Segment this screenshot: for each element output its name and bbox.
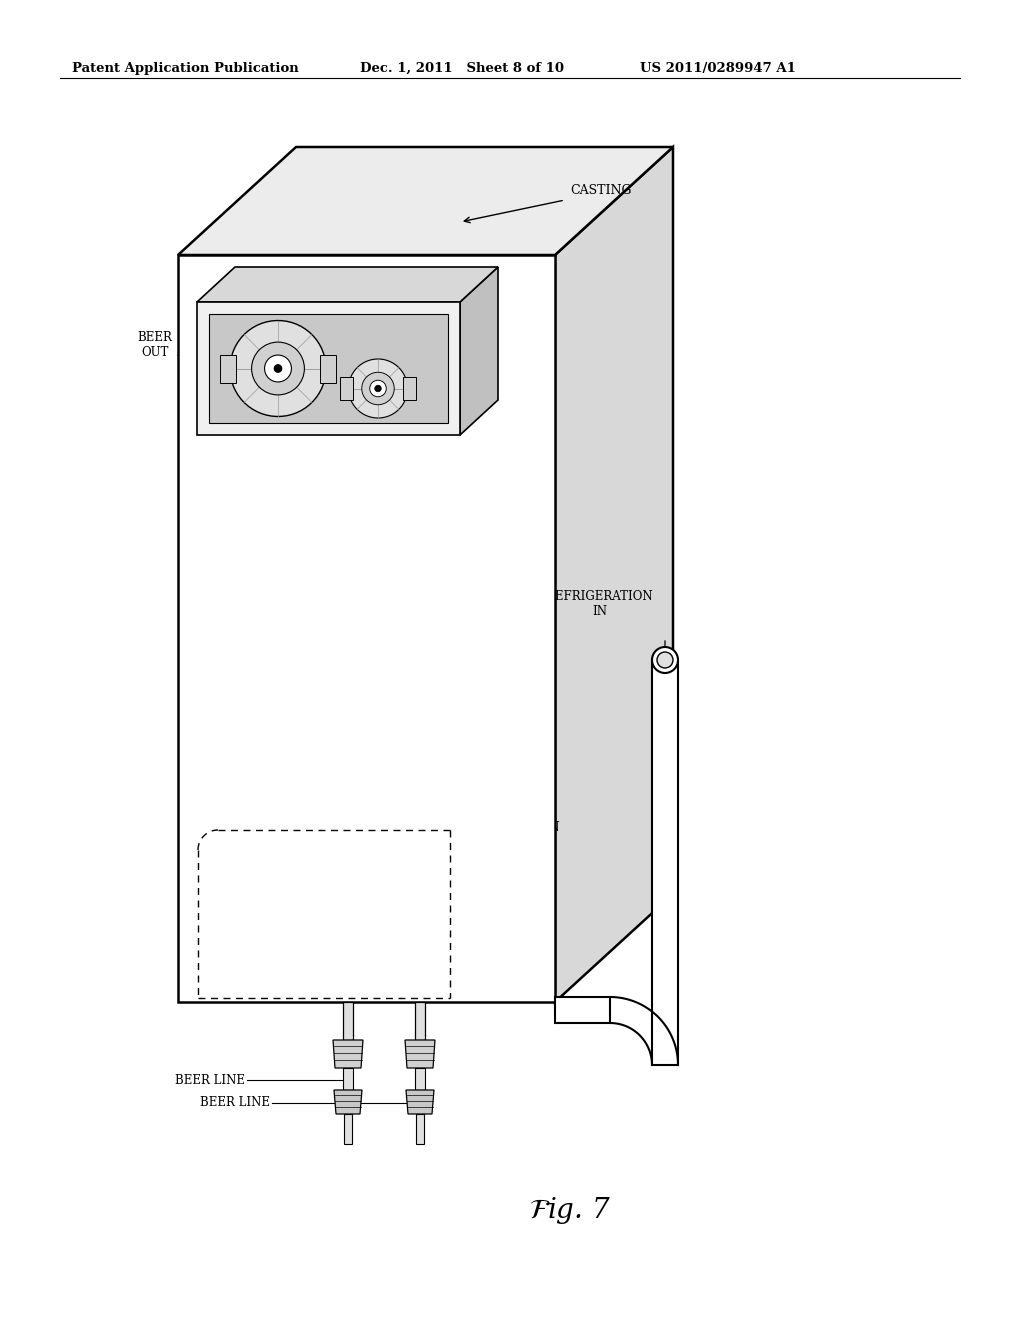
Polygon shape [555, 147, 673, 1002]
Circle shape [264, 355, 292, 381]
Polygon shape [460, 267, 498, 436]
Polygon shape [642, 1020, 664, 1039]
Polygon shape [230, 321, 326, 417]
Text: Patent Application Publication: Patent Application Publication [72, 62, 299, 75]
Text: BEER
OUT: BEER OUT [227, 391, 262, 418]
Polygon shape [650, 1048, 676, 1056]
Polygon shape [626, 1002, 638, 1027]
Polygon shape [319, 355, 336, 383]
Polygon shape [618, 998, 625, 1024]
Polygon shape [640, 1018, 660, 1036]
Polygon shape [649, 1039, 674, 1051]
Polygon shape [630, 1005, 643, 1028]
Polygon shape [646, 1030, 670, 1044]
Polygon shape [197, 267, 498, 302]
Text: REFRIGERATION
IN: REFRIGERATION IN [547, 590, 653, 618]
Polygon shape [652, 1059, 678, 1063]
Polygon shape [406, 1040, 435, 1068]
Polygon shape [633, 1008, 649, 1031]
Polygon shape [348, 359, 408, 418]
Text: BEER LINE: BEER LINE [175, 1073, 245, 1086]
Polygon shape [625, 1001, 636, 1026]
Polygon shape [628, 1003, 641, 1028]
Polygon shape [651, 1049, 677, 1057]
Polygon shape [178, 255, 555, 1002]
Text: REFRIGERATION
OUT: REFRIGERATION OUT [453, 821, 560, 849]
Bar [343, 1002, 353, 1040]
Polygon shape [651, 1055, 678, 1060]
Polygon shape [637, 1014, 655, 1034]
Polygon shape [616, 998, 623, 1024]
Text: $\mathcal{F}$ig. 7: $\mathcal{F}$ig. 7 [529, 1195, 611, 1225]
Circle shape [274, 364, 282, 372]
Polygon shape [647, 1034, 672, 1047]
Polygon shape [402, 378, 416, 400]
Circle shape [252, 342, 304, 395]
Polygon shape [220, 355, 236, 383]
Polygon shape [639, 1016, 658, 1036]
Polygon shape [209, 314, 449, 422]
Polygon shape [631, 1006, 645, 1030]
Polygon shape [621, 999, 630, 1024]
Polygon shape [648, 1035, 672, 1048]
Polygon shape [333, 1040, 362, 1068]
Bar [415, 1002, 425, 1040]
Polygon shape [650, 1044, 675, 1053]
Polygon shape [610, 997, 612, 1023]
Polygon shape [340, 378, 353, 400]
Bar [415, 1068, 425, 1090]
Polygon shape [614, 998, 618, 1023]
Circle shape [375, 385, 381, 392]
Polygon shape [645, 1028, 668, 1043]
Circle shape [370, 380, 386, 397]
Circle shape [361, 372, 394, 405]
Polygon shape [643, 1023, 665, 1040]
Polygon shape [555, 997, 610, 1023]
Polygon shape [634, 1010, 650, 1031]
Circle shape [652, 647, 678, 673]
Polygon shape [652, 660, 678, 1065]
Polygon shape [627, 1003, 640, 1027]
Polygon shape [632, 1007, 647, 1030]
Polygon shape [334, 1090, 362, 1114]
Text: BEER LINE: BEER LINE [200, 1097, 270, 1110]
Polygon shape [651, 1052, 677, 1059]
Polygon shape [651, 1056, 678, 1061]
Polygon shape [648, 1038, 673, 1049]
Polygon shape [197, 302, 460, 436]
Polygon shape [641, 1019, 662, 1038]
Bar [343, 1068, 353, 1090]
Polygon shape [611, 997, 614, 1023]
Polygon shape [624, 1001, 634, 1026]
Polygon shape [649, 1041, 675, 1052]
Polygon shape [622, 999, 632, 1026]
Polygon shape [635, 1011, 652, 1032]
Text: Dec. 1, 2011   Sheet 8 of 10: Dec. 1, 2011 Sheet 8 of 10 [360, 62, 564, 75]
Polygon shape [638, 1015, 657, 1035]
Polygon shape [652, 1061, 678, 1064]
Polygon shape [652, 1063, 678, 1065]
Polygon shape [644, 1026, 667, 1041]
Polygon shape [612, 997, 616, 1023]
Polygon shape [636, 1012, 654, 1034]
Bar [416, 1114, 424, 1144]
Polygon shape [644, 1024, 666, 1041]
Polygon shape [646, 1032, 671, 1045]
Text: BEER
OUT: BEER OUT [137, 331, 172, 359]
Polygon shape [620, 999, 628, 1024]
Bar [344, 1114, 352, 1144]
Text: US 2011/0289947 A1: US 2011/0289947 A1 [640, 62, 796, 75]
Polygon shape [615, 998, 621, 1023]
Polygon shape [650, 1045, 676, 1055]
Polygon shape [178, 147, 673, 255]
Text: CASTING: CASTING [570, 183, 632, 197]
Polygon shape [406, 1090, 434, 1114]
Circle shape [657, 652, 673, 668]
